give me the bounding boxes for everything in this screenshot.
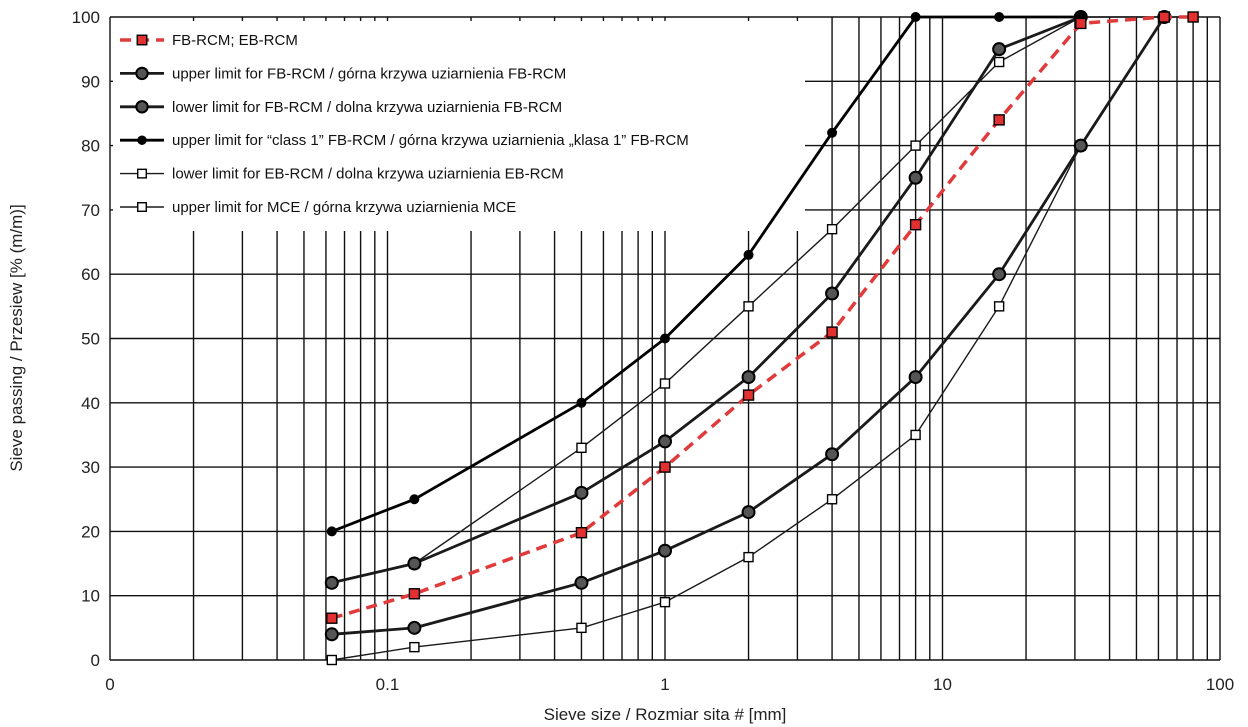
data-point xyxy=(741,370,756,385)
series-1 xyxy=(326,11,1199,624)
data-point xyxy=(910,429,921,441)
data-point xyxy=(742,389,755,401)
data-point xyxy=(743,301,754,312)
legend-label: upper limit for “class 1” FB-RCM / górna… xyxy=(172,132,689,149)
data-point xyxy=(659,461,671,473)
data-point xyxy=(574,485,589,500)
series-4 xyxy=(326,12,1086,537)
data-point xyxy=(992,267,1007,282)
legend-entry: upper limit for MCE / górna krzywa uziar… xyxy=(120,199,516,216)
data-point xyxy=(576,622,587,634)
y-tick-label: 10 xyxy=(81,587,100,606)
legend-entry: upper limit for FB-RCM / górna krzywa uz… xyxy=(120,65,566,82)
data-point xyxy=(741,505,756,520)
legend-label: lower limit for EB-RCM / dolna krzywa uz… xyxy=(172,166,564,183)
data-point xyxy=(137,135,147,145)
data-point xyxy=(409,494,420,505)
legend-entry: lower limit for FB-RCM / dolna krzywa uz… xyxy=(120,99,562,116)
legend-entry: upper limit for “class 1” FB-RCM / górna… xyxy=(120,132,689,149)
data-point xyxy=(137,202,147,212)
data-point xyxy=(908,370,923,385)
data-point xyxy=(407,556,422,571)
data-point xyxy=(575,526,588,539)
data-point xyxy=(407,620,422,635)
data-point xyxy=(324,575,339,590)
data-point xyxy=(658,434,672,449)
data-point xyxy=(825,447,840,462)
data-point xyxy=(1075,17,1087,30)
y-tick-label: 60 xyxy=(81,265,100,284)
y-tick-label: 20 xyxy=(81,522,100,541)
x-tick-label: 10 xyxy=(933,675,952,694)
legend-label: lower limit for FB-RCM / dolna krzywa uz… xyxy=(172,99,562,116)
data-point xyxy=(326,612,338,624)
data-point xyxy=(993,56,1005,68)
data-point xyxy=(910,12,921,22)
data-point xyxy=(827,127,838,138)
y-tick-label: 90 xyxy=(81,72,100,91)
legend-label: upper limit for FB-RCM / górna krzywa uz… xyxy=(172,65,566,82)
data-point xyxy=(659,378,671,389)
legend-entry: FB-RCM; EB-RCM xyxy=(120,32,298,49)
x-axis-ticks: 0 0.1 1 10 100 xyxy=(105,675,1234,694)
legend-label: upper limit for MCE / górna krzywa uziar… xyxy=(172,199,516,216)
x-tick-label: 0.1 xyxy=(376,675,400,694)
data-point xyxy=(1187,11,1199,23)
data-point xyxy=(659,596,671,608)
series-2 xyxy=(324,10,1088,590)
y-axis-title: Sieve passing / Przesiew [% (m/m)] xyxy=(7,204,26,471)
data-point xyxy=(408,588,421,600)
data-point xyxy=(993,114,1005,126)
data-point xyxy=(743,249,754,260)
data-point xyxy=(326,526,337,537)
series-line xyxy=(331,16,1166,636)
data-point xyxy=(910,140,921,151)
data-point xyxy=(137,168,147,179)
y-axis-ticks: 0 10 20 30 40 50 60 70 80 90 100 xyxy=(72,8,100,670)
data-point xyxy=(825,286,840,301)
y-tick-label: 0 xyxy=(91,651,100,670)
series-3 xyxy=(324,10,1172,642)
y-tick-label: 80 xyxy=(81,137,100,156)
data-point xyxy=(992,42,1007,57)
data-point xyxy=(326,654,338,666)
legend-entry: lower limit for EB-RCM / dolna krzywa uz… xyxy=(120,166,564,183)
legend-background xyxy=(113,21,805,231)
data-point xyxy=(574,575,589,590)
data-point xyxy=(324,627,339,642)
series-layer xyxy=(324,10,1199,666)
y-tick-label: 50 xyxy=(81,330,100,349)
y-tick-label: 70 xyxy=(81,201,100,220)
data-point xyxy=(135,66,149,81)
data-point xyxy=(660,333,670,344)
data-point xyxy=(409,641,420,653)
y-tick-label: 40 xyxy=(81,394,100,413)
x-axis-title: Sieve size / Rozmiar sita # [mm] xyxy=(544,705,787,724)
y-tick-label: 100 xyxy=(72,8,100,27)
data-point xyxy=(826,326,838,338)
x-tick-label: 100 xyxy=(1206,675,1234,694)
data-point xyxy=(1073,138,1088,153)
data-point xyxy=(743,551,754,563)
data-point xyxy=(909,218,922,231)
data-point xyxy=(908,170,923,185)
x-tick-label: 1 xyxy=(660,675,669,694)
legend: FB-RCM; EB-RCM upper limit for FB-RCM / g… xyxy=(120,32,689,216)
data-point xyxy=(576,397,587,408)
x-tick-label: 0 xyxy=(105,675,114,694)
data-point xyxy=(135,100,149,114)
data-point xyxy=(576,442,587,454)
data-point xyxy=(994,12,1005,22)
data-point xyxy=(1158,11,1171,23)
data-point xyxy=(826,223,838,235)
data-point xyxy=(658,543,672,558)
legend-label: FB-RCM; EB-RCM xyxy=(172,32,298,49)
data-point xyxy=(826,494,838,505)
y-tick-label: 30 xyxy=(81,458,100,477)
data-point xyxy=(993,301,1005,312)
series-line xyxy=(331,16,1165,584)
data-point xyxy=(136,34,148,46)
